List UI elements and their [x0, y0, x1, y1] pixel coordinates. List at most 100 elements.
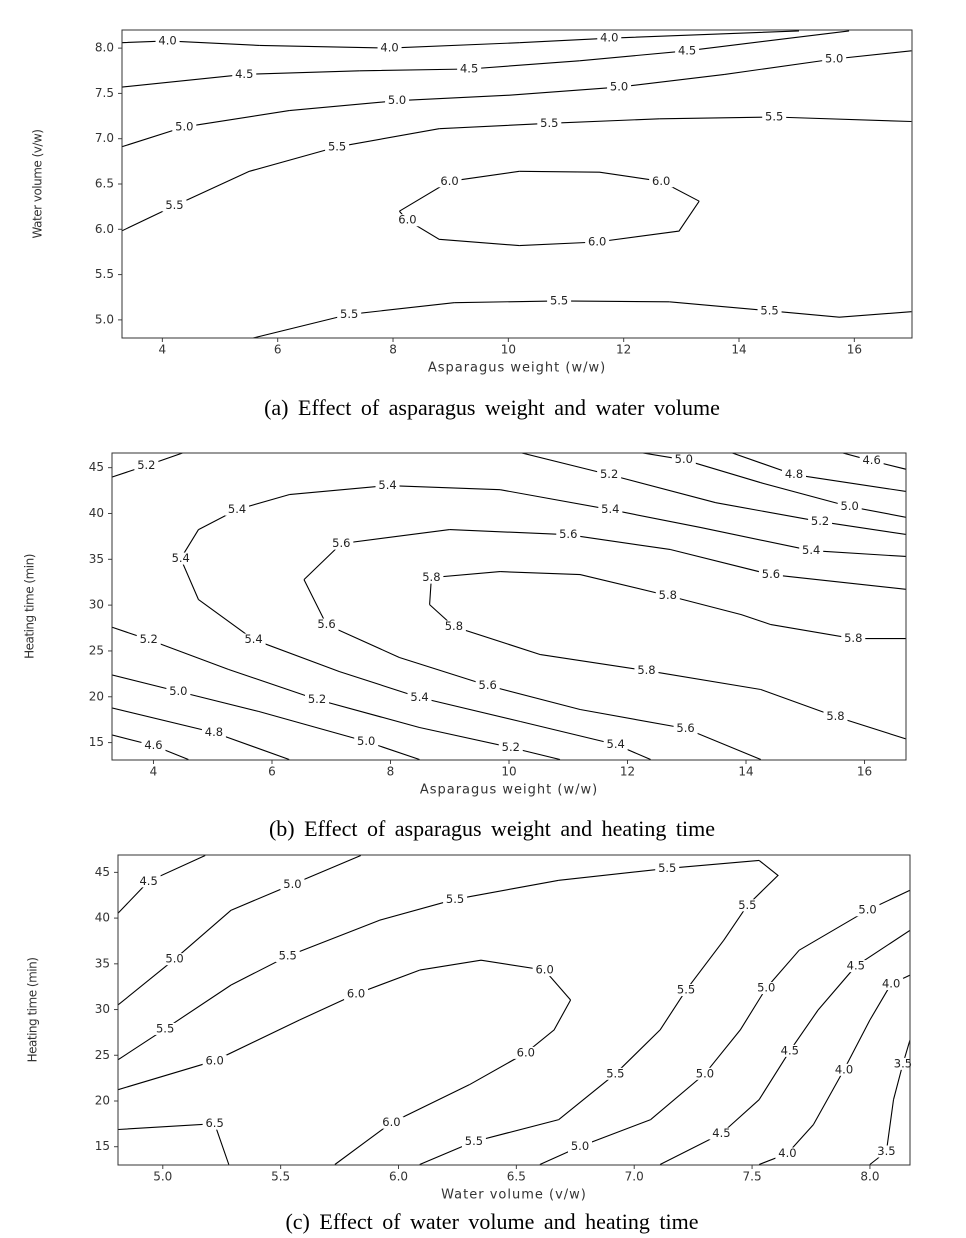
y-tick-label: 20: [89, 689, 104, 703]
contour-label: 5.5: [465, 1134, 483, 1148]
contour-label: 4.0: [158, 33, 176, 47]
label-bg: [808, 515, 833, 528]
contour-label: 5.5: [738, 898, 756, 912]
label-bg: [607, 81, 632, 94]
x-tick-label: 4: [150, 765, 158, 779]
contour-label: 5.5: [165, 198, 183, 212]
y-axis-label: Heating time (min): [23, 554, 37, 659]
x-tick-label: 6.5: [507, 1170, 526, 1184]
contour-label: 5.0: [283, 877, 301, 891]
contour-label: 5.0: [388, 93, 406, 107]
contour-label: 5.8: [422, 570, 440, 584]
label-bg: [513, 1046, 538, 1059]
contour-label: 3.5: [894, 1056, 912, 1070]
label-bg: [823, 710, 848, 723]
contour-label: 5.6: [332, 536, 350, 550]
label-bg: [568, 1140, 592, 1153]
label-bg: [168, 552, 193, 565]
label-bg: [837, 500, 862, 513]
x-tick-label: 8: [387, 765, 395, 779]
label-bg: [162, 953, 187, 966]
label-bg: [598, 503, 623, 516]
label-bg: [155, 34, 180, 47]
contour-line: [770, 624, 906, 640]
contour-label: 6.0: [535, 963, 553, 977]
label-bg: [832, 1063, 856, 1076]
label-bg: [498, 741, 523, 754]
x-tick-label: 5.5: [271, 1170, 290, 1184]
plot-frame: [121, 29, 913, 339]
x-axis-label: Water volume (v/w): [441, 1188, 587, 1203]
y-tick-label: 45: [95, 865, 110, 879]
contour-label: 5.0: [825, 51, 843, 65]
contour-label: 6.0: [440, 174, 458, 188]
label-bg: [437, 175, 462, 188]
contour-label: 4.0: [882, 977, 900, 991]
contour-label: 5.6: [676, 721, 694, 735]
label-bg: [225, 503, 250, 516]
caption: (a) Effect of asparagus weight and water…: [264, 395, 720, 420]
contours: [112, 453, 906, 760]
contour-label: 4.0: [778, 1146, 796, 1160]
contour-label: 5.5: [765, 109, 783, 123]
contour-line: [519, 200, 700, 247]
label-bg: [153, 1022, 178, 1035]
contour-label: 5.4: [228, 502, 246, 516]
label-bg: [754, 982, 779, 995]
contour-line: [519, 170, 700, 202]
label-bg: [166, 685, 191, 698]
label-bg: [692, 1067, 717, 1080]
contour-line: [122, 110, 290, 148]
label-bg: [874, 1145, 899, 1158]
contour-label: 5.2: [502, 740, 520, 754]
contour-label: 4.6: [862, 453, 880, 467]
caption: (c) Effect of water volume and heating t…: [285, 1209, 698, 1234]
label-bg: [136, 633, 161, 646]
y-tick-label: 40: [89, 506, 104, 520]
contour-label: 5.4: [410, 690, 428, 704]
label-bg: [457, 62, 482, 75]
label-bg: [822, 52, 847, 65]
y-axis-label: Water volume (v/w): [31, 130, 45, 239]
contour-label: 4.8: [205, 725, 223, 739]
x-tick-label: 8: [389, 343, 397, 357]
y-tick-label: 6.0: [95, 222, 114, 236]
x-tick-label: 7.0: [625, 1170, 644, 1184]
y-tick-label: 5.0: [95, 312, 114, 326]
contour-label: 5.5: [760, 303, 778, 317]
y-tick-label: 25: [95, 1048, 110, 1062]
contour-label: 5.5: [550, 293, 568, 307]
label-bg: [757, 304, 782, 317]
x-tick-label: 6.0: [389, 1170, 408, 1184]
contour-label: 6.0: [205, 1053, 223, 1067]
contour-label: 5.5: [540, 116, 558, 130]
label-bg: [461, 1135, 486, 1148]
contour-line: [419, 959, 572, 1001]
label-bg: [634, 664, 659, 677]
contour-label: 5.0: [675, 452, 693, 466]
contour-label: 5.5: [156, 1021, 174, 1035]
contour-label: 3.5: [877, 1144, 895, 1158]
x-tick-label: 6: [274, 343, 282, 357]
contour-label: 5.5: [340, 307, 358, 321]
label-bg: [671, 453, 696, 466]
label-bg: [655, 862, 680, 875]
x-axis-label: Asparagus weight (w/w): [428, 361, 606, 376]
contour-label: 5.2: [811, 514, 829, 528]
label-bg: [843, 960, 868, 973]
label-bg: [532, 964, 557, 977]
contour-label: 5.2: [308, 692, 326, 706]
contour-label: 4.0: [835, 1062, 853, 1076]
contour-label: 5.0: [757, 981, 775, 995]
label-bg: [354, 735, 379, 748]
contour-label: 5.5: [606, 1066, 624, 1080]
contour-label: 4.0: [380, 41, 398, 55]
contour-line: [723, 859, 779, 941]
contours: [118, 855, 910, 1165]
contour-label: 5.2: [137, 458, 155, 472]
contour-line: [258, 710, 420, 760]
label-bg: [395, 214, 420, 227]
y-tick-label: 7.0: [95, 131, 114, 145]
contour-line: [230, 919, 380, 986]
y-tick-label: 40: [95, 911, 110, 925]
